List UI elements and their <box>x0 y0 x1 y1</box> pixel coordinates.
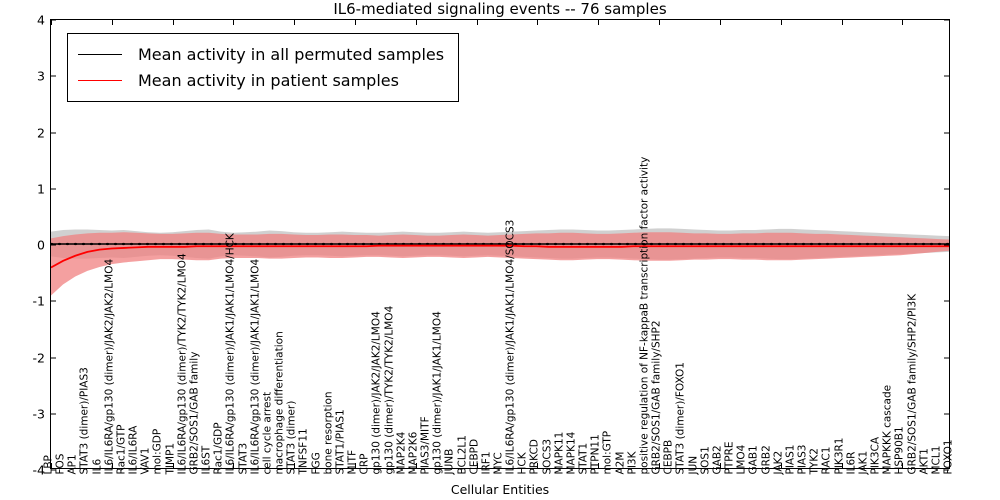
x-tick-mark <box>51 463 52 468</box>
x-tick-mark <box>902 463 904 468</box>
x-tick-mark <box>415 463 417 468</box>
x-tick-mark <box>659 463 661 468</box>
x-tick-mark <box>780 20 782 25</box>
y-tick-label: 3 <box>37 68 45 84</box>
y-tick-label: 1 <box>37 181 45 197</box>
y-tick-label: -1 <box>32 293 45 309</box>
y-tick-label: -4 <box>32 462 45 478</box>
x-tick-mark <box>172 20 174 25</box>
y-tick-label: -3 <box>32 406 45 422</box>
y-tick-mark <box>51 188 56 190</box>
legend-label-permuted: Mean activity in all permuted samples <box>138 44 445 64</box>
y-tick-mark <box>51 132 56 133</box>
chart-title: IL6-mediated signaling events -- 76 samp… <box>333 0 667 18</box>
legend-entry-permuted: Mean activity in all permuted samples <box>78 41 444 67</box>
x-axis-label: Cellular Entities <box>450 482 550 497</box>
x-tick-mark <box>598 20 600 25</box>
y-tick-mark <box>51 244 56 246</box>
x-tick-mark <box>233 20 235 25</box>
x-tick-mark <box>355 20 357 25</box>
y-tick-mark <box>944 75 949 77</box>
legend: Mean activity in all permuted samples Me… <box>67 33 460 102</box>
y-tick-mark <box>944 357 949 358</box>
x-tick-mark <box>476 20 478 25</box>
x-tick-mark <box>111 20 113 25</box>
legend-swatch-permuted <box>78 53 122 55</box>
x-tick-mark <box>355 463 357 468</box>
x-tick-mark <box>172 463 174 468</box>
x-tick-mark <box>294 20 296 25</box>
plot-area: -4 -3 -2 -1 0 1 2 3 4 Mean activity in all permu… <box>33 13 950 478</box>
patient-confidence-band <box>51 232 949 296</box>
y-tick-label: 2 <box>37 125 45 140</box>
x-tick-mark <box>294 463 296 468</box>
legend-entry-patient: Mean activity in patient samples <box>78 67 444 93</box>
y-tick-mark <box>51 19 56 21</box>
x-tick-mark <box>51 20 52 25</box>
y-tick-mark <box>944 19 949 21</box>
x-tick-mark <box>233 463 235 468</box>
legend-label-patient: Mean activity in patient samples <box>138 70 399 90</box>
y-tick-mark <box>944 188 949 190</box>
x-tick-mark <box>537 463 539 468</box>
legend-swatch-patient <box>78 79 122 81</box>
y-tick-mark <box>51 300 56 302</box>
x-tick-mark <box>111 463 113 468</box>
data-layer <box>51 20 949 468</box>
y-tick-mark <box>51 413 56 415</box>
y-tick-label: -2 <box>32 350 45 365</box>
y-tick-mark <box>944 300 949 302</box>
plot-svg <box>51 228 949 296</box>
y-tick-mark <box>51 357 56 358</box>
x-tick-mark <box>476 463 478 468</box>
x-tick-mark <box>598 463 600 468</box>
y-tick-mark <box>944 132 949 133</box>
y-tick-mark <box>51 469 56 471</box>
x-tick-mark <box>902 20 904 25</box>
x-tick-mark <box>659 20 661 25</box>
x-tick-mark <box>780 463 782 468</box>
x-tick-mark <box>719 20 721 25</box>
x-tick-mark <box>415 20 417 25</box>
x-tick-mark <box>719 463 721 468</box>
x-tick-mark <box>537 20 539 25</box>
y-tick-mark <box>944 244 949 246</box>
y-tick-mark <box>944 469 949 471</box>
patient-mean-line <box>51 246 949 268</box>
y-tick-mark <box>51 75 56 77</box>
y-tick-label: 0 <box>37 237 45 253</box>
y-tick-label: 4 <box>37 12 45 28</box>
x-tick-mark <box>841 20 843 25</box>
y-tick-mark <box>944 413 949 415</box>
x-tick-mark <box>841 463 843 468</box>
